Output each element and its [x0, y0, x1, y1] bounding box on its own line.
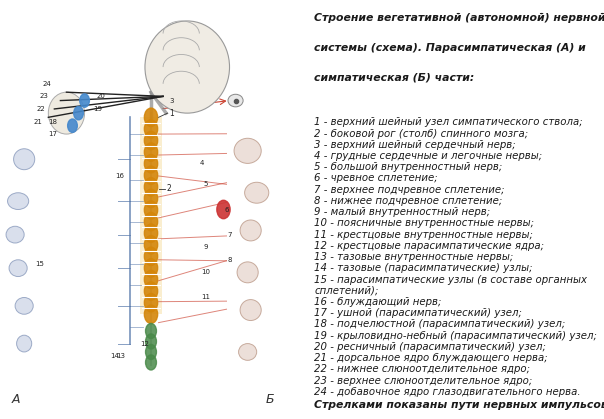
Ellipse shape [145, 21, 230, 113]
Circle shape [144, 235, 158, 254]
Text: 2: 2 [166, 184, 171, 193]
Text: 16: 16 [115, 173, 124, 179]
Circle shape [146, 323, 156, 339]
Text: 18: 18 [48, 119, 57, 124]
Text: 11 - крестцовые внутренностные нервы;: 11 - крестцовые внутренностные нервы; [314, 230, 533, 240]
Ellipse shape [240, 300, 262, 321]
Text: 6 - чревное сплетение;: 6 - чревное сплетение; [314, 173, 438, 184]
Text: 22: 22 [37, 106, 45, 112]
Text: 7 - верхнее подчревное сплетение;: 7 - верхнее подчревное сплетение; [314, 185, 504, 195]
Ellipse shape [240, 220, 262, 241]
Text: 14 - тазовые (парасимпатические) узлы;: 14 - тазовые (парасимпатические) узлы; [314, 263, 533, 273]
Circle shape [144, 143, 158, 161]
Text: 17: 17 [48, 131, 57, 137]
Ellipse shape [228, 94, 243, 107]
Text: 19: 19 [94, 106, 103, 112]
Text: 22 - нижнее слюноотделительное ядро;: 22 - нижнее слюноотделительное ядро; [314, 365, 530, 374]
Text: 10 - поясничные внутренностные нервы;: 10 - поясничные внутренностные нервы; [314, 218, 534, 228]
Circle shape [146, 344, 156, 360]
Circle shape [80, 94, 89, 107]
Text: Б: Б [266, 393, 274, 406]
Text: сплетений);: сплетений); [314, 286, 379, 296]
Text: 14: 14 [111, 353, 119, 359]
Circle shape [144, 108, 158, 127]
Text: 13: 13 [117, 353, 125, 359]
Text: 1 - верхний шейный узел симпатического ствола;: 1 - верхний шейный узел симпатического с… [314, 117, 583, 127]
Text: 23 - верхнее слюноотделительное ядро;: 23 - верхнее слюноотделительное ядро; [314, 375, 532, 385]
Text: 11: 11 [201, 295, 210, 300]
Ellipse shape [239, 344, 257, 360]
Text: 20: 20 [97, 93, 106, 99]
Text: 4: 4 [200, 160, 205, 166]
Ellipse shape [13, 149, 35, 170]
Circle shape [144, 247, 158, 266]
Text: системы (схема). Парасимпатическая (А) и: системы (схема). Парасимпатическая (А) и [314, 43, 586, 53]
Circle shape [144, 201, 158, 219]
Circle shape [144, 293, 158, 312]
Text: 19 - крыловидно-небный (парасимпатический) узел;: 19 - крыловидно-небный (парасимпатически… [314, 331, 597, 341]
Circle shape [74, 106, 83, 120]
Text: 24: 24 [43, 81, 51, 87]
Ellipse shape [234, 138, 261, 163]
Ellipse shape [237, 262, 259, 283]
Text: 2 - боковой рог (столб) спинного мозга;: 2 - боковой рог (столб) спинного мозга; [314, 129, 528, 139]
Text: 12: 12 [141, 341, 149, 347]
Ellipse shape [15, 297, 33, 314]
Circle shape [144, 224, 158, 242]
Circle shape [144, 178, 158, 196]
Text: 21: 21 [33, 119, 42, 124]
Ellipse shape [6, 226, 24, 243]
Circle shape [68, 119, 77, 132]
Text: симпатическая (Б) части:: симпатическая (Б) части: [314, 73, 474, 83]
Circle shape [217, 200, 230, 219]
Text: 12 - крестцовые парасимпатические ядра;: 12 - крестцовые парасимпатические ядра; [314, 241, 544, 251]
Circle shape [146, 334, 156, 349]
Circle shape [144, 259, 158, 277]
Circle shape [144, 270, 158, 289]
Text: 10: 10 [201, 269, 210, 275]
Text: 6: 6 [224, 207, 229, 212]
Ellipse shape [245, 182, 269, 203]
Text: 24 - добавочное ядро глазодвигательного нерва.: 24 - добавочное ядро глазодвигательного … [314, 387, 580, 397]
Ellipse shape [17, 335, 32, 352]
Text: Стрелками показаны пути нервных импульсов к: Стрелками показаны пути нервных импульсо… [314, 400, 604, 410]
Circle shape [144, 212, 158, 231]
Text: 21 - дорсальное ядро блуждающего нерва;: 21 - дорсальное ядро блуждающего нерва; [314, 353, 548, 363]
Text: 17 - ушной (парасимпатический) узел;: 17 - ушной (парасимпатический) узел; [314, 308, 522, 318]
Ellipse shape [48, 92, 85, 134]
Text: 3 - верхний шейный сердечный нерв;: 3 - верхний шейный сердечный нерв; [314, 140, 516, 150]
Text: 9: 9 [203, 244, 208, 250]
Circle shape [144, 282, 158, 300]
Text: 18 - подчелюстной (парасимпатический) узел;: 18 - подчелюстной (парасимпатический) уз… [314, 319, 565, 329]
Text: 1: 1 [169, 109, 174, 118]
Text: 15: 15 [35, 261, 43, 267]
Text: 4 - грудные сердечные и легочные нервы;: 4 - грудные сердечные и легочные нервы; [314, 151, 542, 161]
Circle shape [144, 166, 158, 184]
Text: 15 - парасимпатические узлы (в составе органных: 15 - парасимпатические узлы (в составе о… [314, 274, 587, 285]
Text: 20 - ресничный (парасимпатический) узел;: 20 - ресничный (парасимпатический) узел; [314, 342, 546, 352]
Text: 7: 7 [227, 232, 232, 238]
Ellipse shape [9, 260, 27, 277]
Circle shape [144, 131, 158, 150]
Text: 8 - нижнее подчревное сплетение;: 8 - нижнее подчревное сплетение; [314, 196, 503, 206]
Text: 3: 3 [169, 98, 173, 103]
Circle shape [146, 355, 156, 370]
Circle shape [144, 120, 158, 138]
Text: А: А [12, 393, 21, 406]
Circle shape [144, 155, 158, 173]
Circle shape [144, 189, 158, 208]
Text: 8: 8 [227, 257, 232, 263]
Text: Строение вегетативной (автономной) нервной: Строение вегетативной (автономной) нервн… [314, 13, 604, 23]
Text: 23: 23 [39, 93, 48, 99]
FancyBboxPatch shape [140, 117, 161, 314]
Text: 13 - тазовые внутренностные нервы;: 13 - тазовые внутренностные нервы; [314, 252, 513, 262]
Text: 9 - малый внутренностный нерв;: 9 - малый внутренностный нерв; [314, 207, 490, 217]
Circle shape [144, 305, 158, 323]
Text: 5 - большой внутренностный нерв;: 5 - большой внутренностный нерв; [314, 162, 503, 172]
Text: 5: 5 [203, 181, 208, 187]
Text: 16 - блуждающий нерв;: 16 - блуждающий нерв; [314, 297, 442, 307]
Ellipse shape [7, 193, 29, 210]
